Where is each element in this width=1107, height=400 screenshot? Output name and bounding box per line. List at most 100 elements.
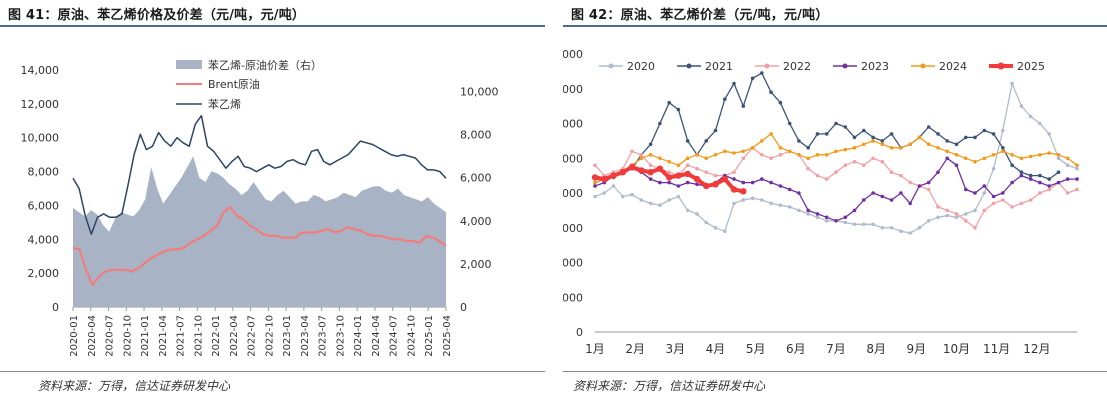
data-point-2025 bbox=[703, 182, 710, 190]
data-point-2024 bbox=[936, 146, 940, 150]
x-tick-label: 2021-01 bbox=[140, 315, 151, 357]
data-point-2023 bbox=[843, 215, 848, 220]
data-point-2022 bbox=[862, 163, 866, 167]
data-point-2022 bbox=[815, 173, 820, 178]
legend-label: 苯乙烯 bbox=[208, 97, 241, 111]
legend-label: 2022 bbox=[783, 60, 811, 73]
data-point-2025 bbox=[610, 172, 617, 179]
legend-label: 苯乙烯-原油价差（右） bbox=[208, 58, 322, 72]
data-point-2021 bbox=[843, 125, 848, 129]
data-point-2023 bbox=[880, 194, 885, 199]
data-point-2024 bbox=[917, 135, 922, 140]
data-point-2022 bbox=[871, 156, 875, 161]
data-point-2021 bbox=[797, 139, 801, 143]
data-point-2020 bbox=[611, 184, 616, 188]
data-point-2024 bbox=[778, 146, 783, 150]
data-point-2024 bbox=[695, 153, 699, 157]
data-point-2020 bbox=[973, 208, 977, 213]
data-point-2022 bbox=[667, 170, 671, 174]
data-point-2021 bbox=[769, 90, 773, 94]
data-point-2025 bbox=[619, 169, 626, 176]
data-point-2021 bbox=[815, 132, 820, 136]
styrene-line bbox=[72, 114, 447, 235]
x-tick-label: 2024-07 bbox=[389, 315, 400, 357]
data-point-2022 bbox=[741, 156, 746, 161]
data-point-2020 bbox=[862, 222, 866, 227]
data-point-2023 bbox=[797, 191, 801, 195]
x-tick-label: 2022-01 bbox=[211, 315, 222, 357]
data-point-2025 bbox=[638, 167, 645, 174]
data-point-2023 bbox=[852, 208, 857, 213]
series-line-2023 bbox=[594, 157, 1077, 222]
figure-41-source: 资料来源：万得，信达证券研发中心 bbox=[38, 379, 231, 393]
x-tick-label: 10月 bbox=[943, 342, 970, 356]
data-point-2020 bbox=[732, 201, 736, 206]
data-point-2025 bbox=[730, 186, 738, 193]
data-point-2022 bbox=[1019, 201, 1024, 206]
legend-marker-2020 bbox=[608, 63, 614, 69]
data-point-2023 bbox=[1038, 180, 1042, 185]
y-tick-label: 0 bbox=[576, 326, 583, 339]
x-tick-label: 2020-01 bbox=[69, 315, 80, 357]
data-point-2020 bbox=[926, 219, 931, 223]
data-point-2021 bbox=[1056, 170, 1061, 174]
data-point-2025 bbox=[656, 165, 664, 172]
x-tick-label: 2025-01 bbox=[424, 315, 435, 357]
data-point-2024 bbox=[713, 153, 718, 157]
x-tick-label: 2024-01 bbox=[353, 315, 364, 357]
data-point-2024 bbox=[824, 153, 829, 157]
data-point-2023 bbox=[982, 184, 987, 188]
data-point-2023 bbox=[973, 191, 977, 195]
data-point-2021 bbox=[741, 104, 746, 108]
data-point-2025 bbox=[675, 172, 682, 179]
data-point-2025 bbox=[712, 181, 719, 188]
data-point-2022 bbox=[639, 153, 644, 157]
data-point-2020 bbox=[936, 215, 940, 220]
data-point-2021 bbox=[685, 139, 690, 143]
data-point-2020 bbox=[806, 212, 810, 216]
x-tick-label: 2023-07 bbox=[318, 315, 329, 357]
data-point-2021 bbox=[1038, 173, 1042, 178]
data-point-2024 bbox=[593, 180, 597, 185]
data-point-2020 bbox=[852, 222, 857, 227]
title-rule bbox=[0, 25, 545, 27]
data-point-2020 bbox=[880, 226, 885, 230]
data-point-2021 bbox=[778, 100, 783, 105]
x-tick-label: 9月 bbox=[907, 342, 927, 356]
data-point-2021 bbox=[991, 132, 996, 136]
data-point-2020 bbox=[954, 215, 959, 220]
x-tick-label: 2022-10 bbox=[264, 315, 275, 357]
data-point-2020 bbox=[815, 215, 820, 220]
y-tick-label: 3,000 bbox=[563, 222, 583, 235]
x-tick-label: 2024-10 bbox=[406, 315, 417, 357]
data-point-2024 bbox=[982, 156, 987, 161]
data-point-2022 bbox=[1075, 187, 1079, 192]
left-y-tick-label: 14,000 bbox=[21, 64, 60, 77]
series-line-2021 bbox=[594, 72, 1059, 184]
figure-41-chart: 0 2,000 4,000 6,000 8,000 10,000 12,000 14,000 0… bbox=[21, 58, 499, 357]
data-point-2020 bbox=[658, 203, 662, 207]
x-tick-label: 2020-07 bbox=[105, 315, 116, 357]
data-point-2020 bbox=[1010, 81, 1014, 86]
right-y-tick-label: 10,000 bbox=[460, 86, 499, 99]
data-point-2020 bbox=[769, 201, 773, 206]
data-point-2024 bbox=[880, 142, 885, 147]
data-point-2021 bbox=[982, 128, 987, 133]
data-point-2024 bbox=[732, 151, 736, 155]
data-point-2023 bbox=[871, 191, 875, 195]
data-point-2024 bbox=[741, 149, 746, 154]
x-tick-label: 3月 bbox=[666, 342, 686, 356]
data-point-2024 bbox=[1056, 153, 1061, 157]
data-point-2021 bbox=[667, 100, 671, 105]
data-point-2023 bbox=[685, 180, 690, 185]
data-point-2023 bbox=[593, 184, 597, 188]
data-point-2023 bbox=[1075, 177, 1079, 181]
data-point-2021 bbox=[760, 71, 764, 75]
data-point-2023 bbox=[750, 180, 755, 185]
data-point-2024 bbox=[1038, 153, 1042, 157]
data-point-2020 bbox=[908, 231, 912, 235]
data-point-2020 bbox=[639, 198, 644, 202]
data-point-2022 bbox=[704, 170, 708, 174]
data-point-2022 bbox=[991, 201, 996, 206]
data-point-2024 bbox=[797, 153, 801, 157]
